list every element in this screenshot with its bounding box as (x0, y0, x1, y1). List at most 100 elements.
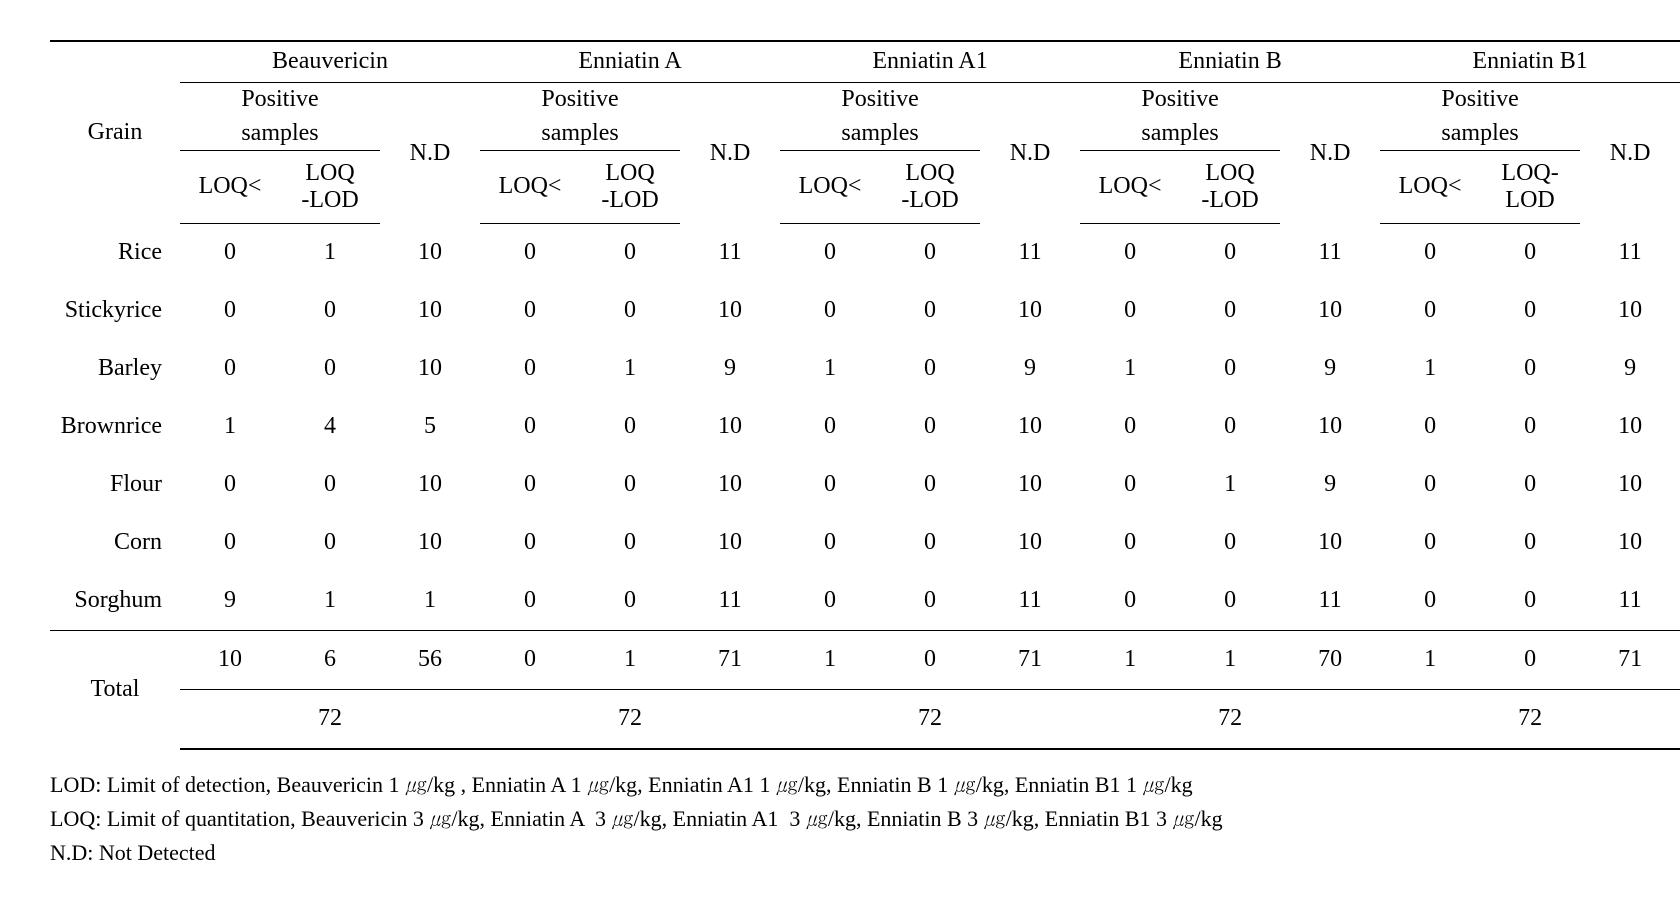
footnote-nd: N.D: Not Detected (50, 836, 1630, 870)
data-cell: 0 (1480, 572, 1580, 631)
data-cell: 0 (1180, 224, 1280, 283)
table-header: Grain Beauvericin Enniatin A Enniatin A1… (50, 41, 1680, 224)
grain-cell: Rice (50, 224, 180, 283)
data-cell: 0 (480, 224, 580, 283)
data-cell: 0 (180, 282, 280, 340)
loq-lt-header: LOQ< (1380, 151, 1480, 224)
total-cell: 1 (780, 631, 880, 690)
data-cell: 0 (1080, 572, 1180, 631)
loq-lt-header: LOQ< (480, 151, 580, 224)
data-cell: 0 (1180, 340, 1280, 398)
positive-samples-header: Positivesamples (180, 83, 380, 151)
group-header: Enniatin B1 (1380, 41, 1680, 83)
data-cell: 9 (180, 572, 280, 631)
data-cell: 0 (1180, 398, 1280, 456)
total-cell: 71 (680, 631, 780, 690)
data-cell: 10 (380, 282, 480, 340)
data-cell: 0 (780, 224, 880, 283)
data-cell: 9 (980, 340, 1080, 398)
loq-lod-header: LOQ-LOD (280, 151, 380, 224)
data-cell: 9 (1280, 340, 1380, 398)
loq-lt-header: LOQ< (1080, 151, 1180, 224)
data-cell: 0 (780, 514, 880, 572)
total-cell: 1 (1080, 631, 1180, 690)
total-cell: 56 (380, 631, 480, 690)
grand-total-cell: 72 (1380, 690, 1680, 750)
data-cell: 10 (980, 398, 1080, 456)
nd-header: N.D (1280, 83, 1380, 224)
data-cell: 10 (1580, 514, 1680, 572)
data-cell: 0 (480, 572, 580, 631)
data-cell: 0 (1380, 456, 1480, 514)
data-cell: 10 (1580, 456, 1680, 514)
nd-header: N.D (680, 83, 780, 224)
grain-cell: Stickyrice (50, 282, 180, 340)
data-cell: 10 (380, 224, 480, 283)
total-cell: 0 (1480, 631, 1580, 690)
grand-total-cell: 72 (180, 690, 480, 750)
group-header: Enniatin B (1080, 41, 1380, 83)
loq-lod-header: LOQ-LOD (1480, 151, 1580, 224)
data-cell: 0 (780, 572, 880, 631)
data-cell: 0 (580, 456, 680, 514)
total-cell: 0 (480, 631, 580, 690)
data-cell: 0 (1480, 224, 1580, 283)
data-cell: 0 (780, 282, 880, 340)
data-cell: 10 (680, 514, 780, 572)
data-cell: 1 (780, 340, 880, 398)
data-cell: 11 (1280, 224, 1380, 283)
loq-lt-header: LOQ< (180, 151, 280, 224)
data-cell: 0 (1380, 224, 1480, 283)
grain-cell: Barley (50, 340, 180, 398)
data-cell: 11 (980, 224, 1080, 283)
grain-cell: Sorghum (50, 572, 180, 631)
data-cell: 0 (580, 398, 680, 456)
data-cell: 0 (880, 340, 980, 398)
data-cell: 0 (1080, 398, 1180, 456)
data-cell: 0 (280, 340, 380, 398)
data-cell: 10 (680, 282, 780, 340)
data-cell: 10 (980, 282, 1080, 340)
data-cell: 0 (1380, 398, 1480, 456)
data-cell: 0 (580, 572, 680, 631)
nd-header: N.D (380, 83, 480, 224)
row-header-grain: Grain (50, 41, 180, 224)
total-cell: 1 (1180, 631, 1280, 690)
data-cell: 0 (1380, 282, 1480, 340)
data-cell: 0 (1080, 514, 1180, 572)
total-cell: 71 (1580, 631, 1680, 690)
data-cell: 0 (780, 456, 880, 514)
data-cell: 4 (280, 398, 380, 456)
data-cell: 0 (880, 224, 980, 283)
data-cell: 0 (780, 398, 880, 456)
data-cell: 0 (880, 572, 980, 631)
data-cell: 0 (880, 282, 980, 340)
data-cell: 10 (1580, 398, 1680, 456)
data-cell: 1 (280, 572, 380, 631)
loq-lod-header: LOQ-LOD (880, 151, 980, 224)
data-cell: 0 (1380, 572, 1480, 631)
data-cell: 0 (880, 398, 980, 456)
loq-lt-header: LOQ< (780, 151, 880, 224)
data-cell: 11 (680, 224, 780, 283)
data-cell: 11 (980, 572, 1080, 631)
positive-samples-header: Positivesamples (480, 83, 680, 151)
data-cell: 10 (380, 514, 480, 572)
data-cell: 0 (580, 514, 680, 572)
data-cell: 10 (680, 398, 780, 456)
data-cell: 0 (1480, 282, 1580, 340)
data-cell: 10 (380, 340, 480, 398)
loq-lod-header: LOQ-LOD (580, 151, 680, 224)
data-cell: 0 (1180, 514, 1280, 572)
data-cell: 10 (680, 456, 780, 514)
data-cell: 0 (280, 456, 380, 514)
data-cell: 10 (980, 514, 1080, 572)
total-cell: 10 (180, 631, 280, 690)
grand-total-cell: 72 (780, 690, 1080, 750)
data-cell: 9 (1280, 456, 1380, 514)
data-cell: 0 (1080, 224, 1180, 283)
total-cell: 6 (280, 631, 380, 690)
data-cell: 0 (1480, 398, 1580, 456)
group-header: Enniatin A1 (780, 41, 1080, 83)
data-cell: 10 (980, 456, 1080, 514)
